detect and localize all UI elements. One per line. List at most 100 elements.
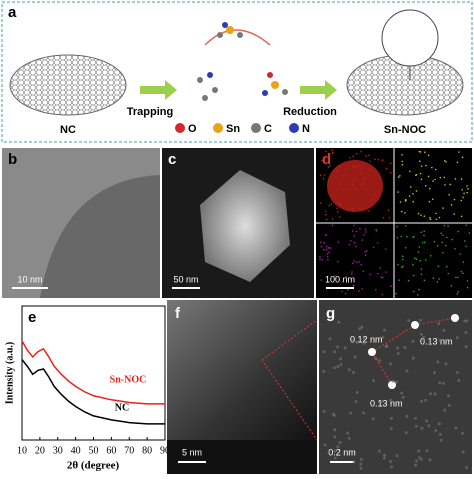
scale-label: 0.2 nm: [328, 447, 356, 457]
map-dot: [351, 230, 354, 232]
map-dot: [412, 274, 415, 277]
map-dot: [328, 180, 330, 182]
map-dot: [352, 210, 355, 212]
molecule: [217, 22, 243, 38]
series-label: NC: [115, 402, 129, 413]
map-dot: [369, 194, 372, 197]
noise-dot: [362, 337, 366, 341]
map-dot: [444, 184, 446, 186]
series-label: Sn-NOC: [110, 374, 147, 385]
map-dot: [443, 176, 446, 179]
map-dot: [355, 230, 358, 233]
map-dot: [460, 215, 463, 218]
map-dot: [336, 207, 338, 209]
map-dot: [412, 290, 415, 293]
noise-dot: [339, 363, 343, 367]
map-dot: [321, 160, 323, 162]
noise-dot: [383, 453, 387, 457]
map-dot: [328, 204, 331, 207]
map-dot: [329, 164, 331, 167]
noise-dot: [414, 463, 418, 467]
map-dot: [387, 209, 390, 212]
map-dot: [374, 194, 377, 196]
noise-dot: [442, 381, 446, 385]
map-dot: [420, 273, 423, 276]
map-dot: [365, 155, 367, 157]
map-dot: [353, 284, 355, 287]
map-dot: [401, 255, 404, 258]
noise-dot: [404, 431, 408, 435]
map-dot: [340, 203, 342, 206]
noise-dot: [323, 443, 327, 447]
noise-dot: [358, 327, 362, 331]
scale-label: 100 nm: [325, 274, 355, 284]
map-dot: [359, 172, 362, 174]
map-dot: [341, 290, 343, 293]
noise-dot: [359, 458, 363, 462]
map-dot: [458, 151, 460, 153]
noise-dot: [411, 339, 415, 343]
noise-dot: [391, 379, 395, 383]
map-dot: [437, 265, 440, 268]
map-dot: [446, 236, 448, 239]
map-dot: [381, 159, 384, 161]
x-tick-label: 10: [17, 445, 27, 456]
noise-dot: [332, 366, 336, 370]
map-dot: [428, 187, 431, 190]
map-dot: [418, 160, 421, 162]
map-dot: [401, 153, 403, 156]
map-dot: [412, 193, 414, 195]
noise-dot: [390, 465, 394, 469]
map-dot: [319, 258, 321, 260]
graphene-sheet: [9, 54, 127, 116]
noise-dot: [463, 319, 467, 323]
map-dot: [359, 227, 361, 230]
noise-dot: [382, 456, 386, 460]
noise-dot: [343, 346, 347, 350]
panel-d: d 100 nm: [316, 148, 472, 298]
map-dot: [356, 165, 358, 168]
map-dot: [348, 244, 351, 246]
map-dot: [447, 272, 450, 275]
legend-dot: [289, 123, 299, 133]
map-dot: [432, 277, 435, 279]
noise-dot: [352, 460, 356, 464]
noise-dot: [461, 450, 465, 454]
step-label: Trapping: [127, 106, 173, 118]
map-dot: [362, 182, 365, 184]
particle: [200, 170, 290, 282]
map-dot: [465, 245, 468, 248]
noise-dot: [414, 416, 418, 420]
distance-lines: [371, 317, 456, 386]
noise-dot: [425, 449, 429, 453]
map-dot: [462, 272, 464, 275]
map-dot: [360, 183, 363, 185]
map-dot: [415, 258, 418, 260]
map-dot: [352, 165, 354, 168]
map-dot: [360, 150, 362, 153]
map-dot: [419, 172, 422, 175]
noise-dot: [438, 338, 442, 342]
map-dot: [465, 224, 468, 226]
map-dot: [355, 261, 358, 264]
map-dot: [417, 212, 420, 215]
atom-legend: O Sn C N: [175, 123, 310, 135]
map-dot: [325, 214, 327, 216]
noise-dot: [433, 371, 437, 375]
map-dot: [420, 165, 423, 168]
panel-label: c: [168, 151, 176, 168]
map-dot: [379, 267, 382, 269]
map-dot: [420, 231, 422, 234]
map-dot: [385, 271, 387, 273]
map-dot: [395, 292, 398, 295]
map-dot: [438, 216, 441, 219]
map-dot: [322, 178, 325, 180]
map-dot: [453, 213, 456, 215]
noise-dot: [415, 459, 419, 463]
noise-dot: [428, 342, 432, 346]
map-dot: [376, 272, 379, 275]
noise-dot: [437, 422, 441, 426]
step-label: Reduction: [283, 106, 337, 118]
map-dot: [442, 234, 444, 237]
x-tick-label: 60: [106, 445, 116, 456]
